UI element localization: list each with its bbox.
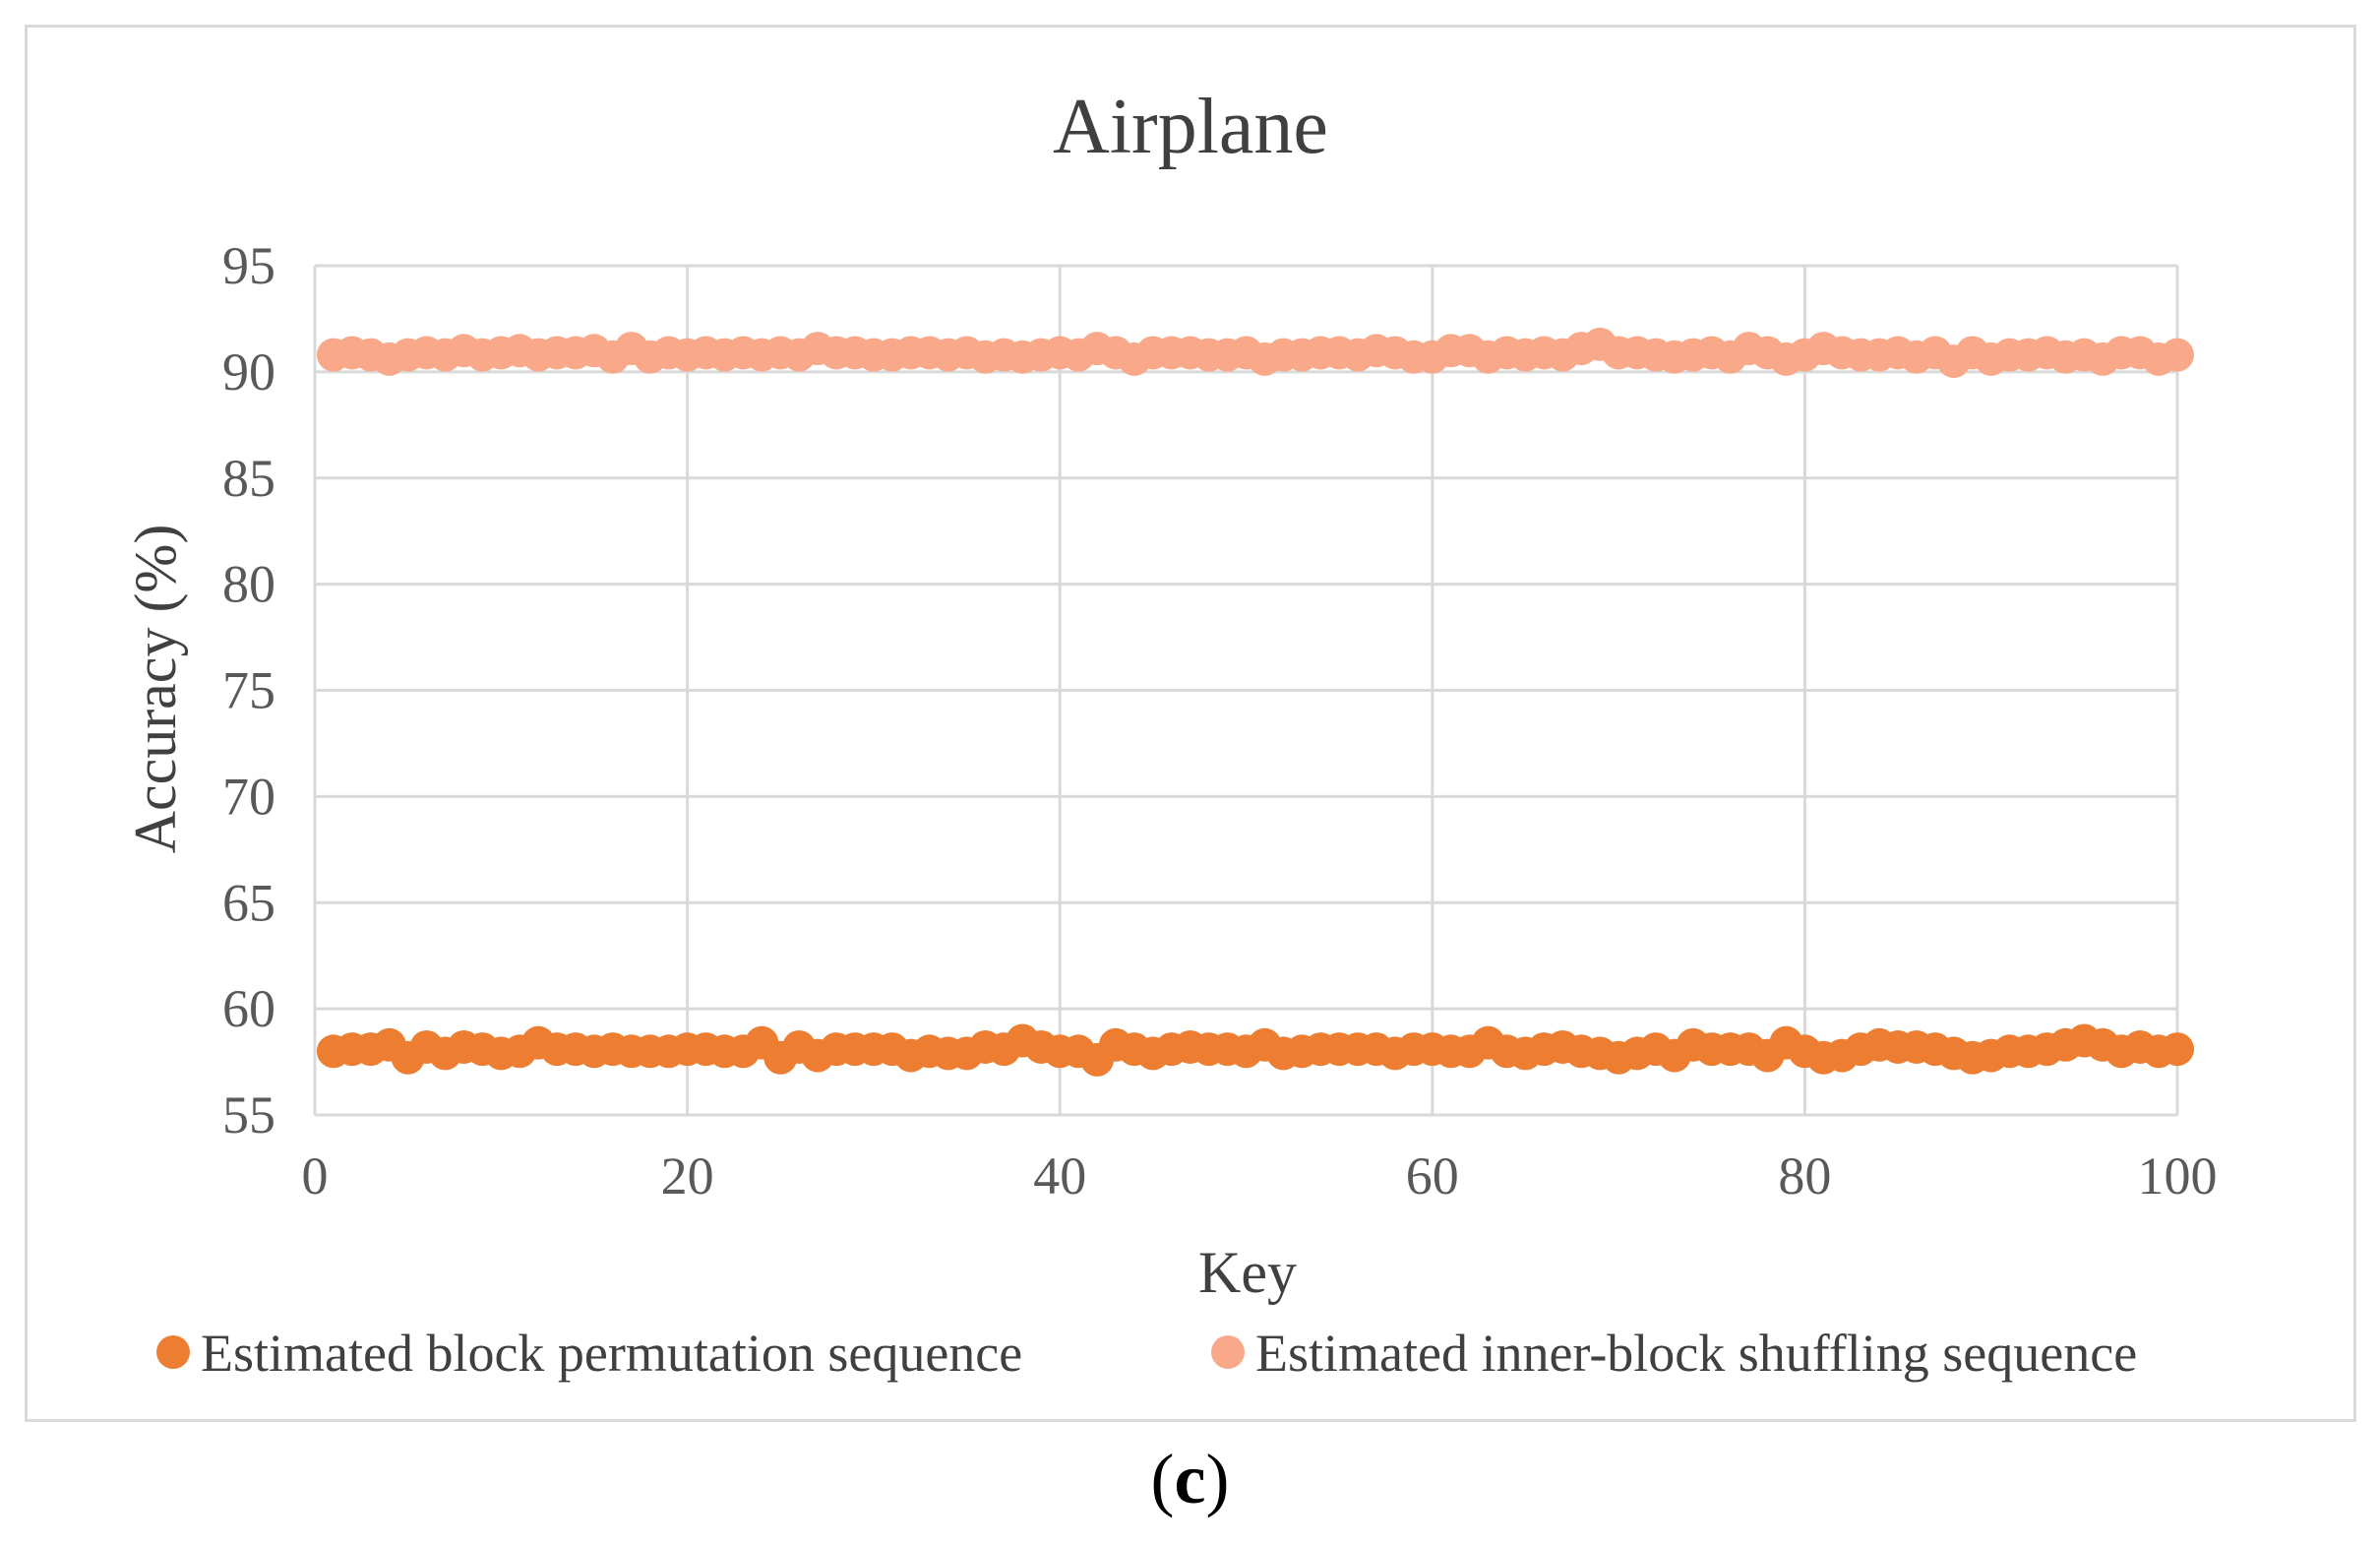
y-tick-label: 95 (222, 236, 275, 295)
y-tick-label: 90 (222, 342, 275, 402)
y-tick-label: 65 (222, 873, 275, 932)
legend-label-inner-block-shuffling: Estimated inner-block shuffling sequence (1255, 1324, 2137, 1383)
chart-title: Airplane (1053, 84, 1328, 170)
series-inner-block-shuffling (316, 327, 2194, 379)
legend-marker-inner-block-shuffling (1211, 1335, 1245, 1369)
axes: 55 60 65 70 75 80 85 90 95 0 20 40 60 80 100 (222, 236, 2218, 1206)
panel-label: (c) (0, 1439, 2380, 1520)
gridlines (313, 264, 2179, 1117)
panel-label-close-paren: ) (1205, 1440, 1230, 1518)
x-tick-label: 40 (1033, 1146, 1086, 1206)
data-point (2161, 1032, 2194, 1067)
y-tick-label: 55 (222, 1085, 275, 1144)
data-point (2161, 338, 2194, 372)
legend-label-block-permutation: Estimated block permutation sequence (201, 1324, 1022, 1383)
y-tick-label: 85 (222, 449, 275, 508)
y-tick-label: 75 (222, 661, 275, 720)
legend-marker-block-permutation (156, 1335, 190, 1369)
series-points (316, 327, 2194, 1077)
x-tick-label: 100 (2138, 1146, 2218, 1206)
x-tick-label: 60 (1406, 1146, 1459, 1206)
series-block-permutation (316, 1023, 2194, 1077)
y-tick-label: 60 (222, 979, 275, 1038)
legend: Estimated block permutation sequence Est… (156, 1324, 2137, 1383)
x-axis-label: Key (1198, 1240, 1297, 1305)
x-tick-label: 80 (1778, 1146, 1831, 1206)
y-tick-label: 70 (222, 767, 275, 826)
y-tick-label: 80 (222, 555, 275, 614)
chart-frame (25, 25, 2356, 1422)
x-tick-label: 20 (661, 1146, 714, 1206)
y-axis-label: Accuracy (%) (123, 525, 188, 854)
panel-label-open-paren: ( (1150, 1440, 1175, 1518)
panel-label-letter: c (1174, 1440, 1206, 1518)
x-tick-label: 0 (302, 1146, 329, 1206)
